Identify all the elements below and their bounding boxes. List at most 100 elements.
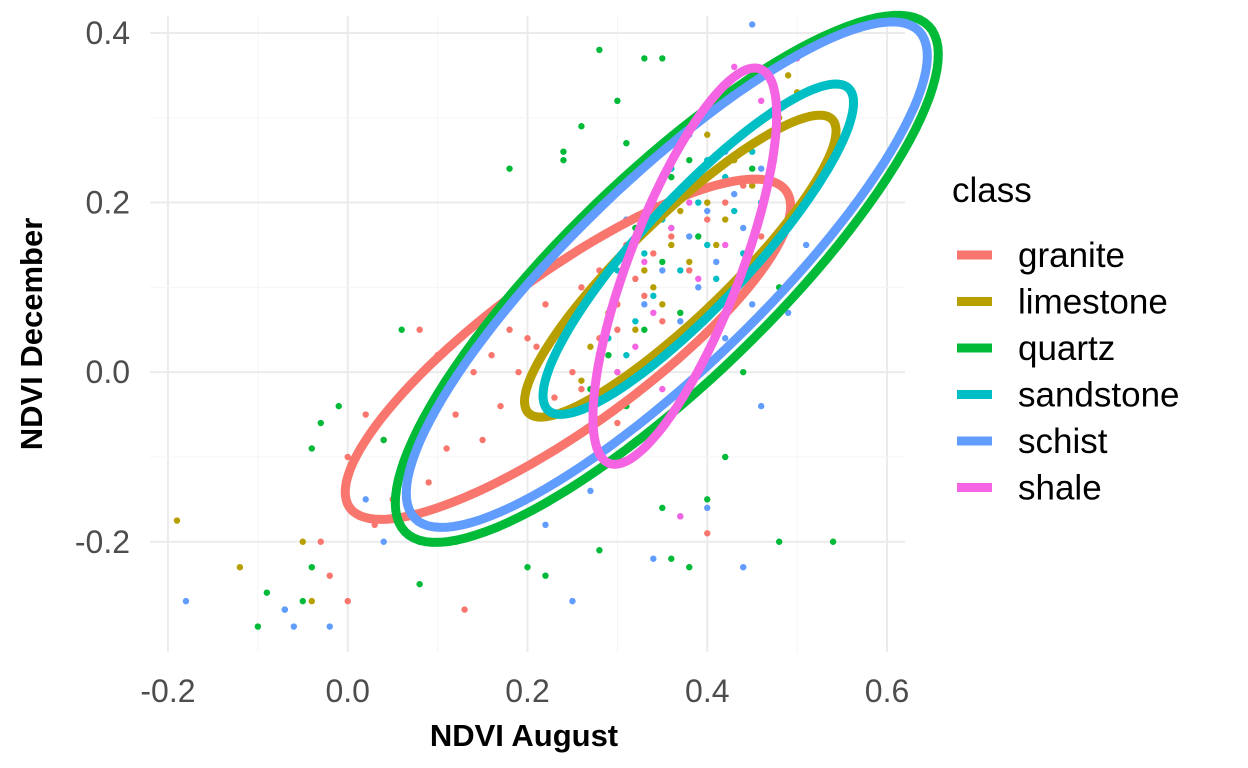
y-axis-title: NDVI December — [14, 218, 49, 451]
schist-point — [784, 309, 792, 316]
quartz-point — [416, 580, 423, 588]
schist-point — [749, 301, 756, 308]
granite-point — [650, 250, 657, 257]
schist-point — [749, 21, 756, 28]
quartz-point — [749, 165, 756, 172]
schist-point — [650, 555, 657, 562]
granite-point — [344, 453, 351, 461]
schist-point — [641, 301, 648, 308]
limestone-point — [650, 284, 657, 291]
limestone-point — [686, 258, 693, 266]
shale-point — [686, 199, 693, 206]
granite-point — [515, 368, 522, 376]
data-points — [173, 21, 837, 630]
granite-point — [416, 326, 423, 333]
schist-point — [740, 224, 747, 232]
quartz-point — [704, 496, 711, 503]
quartz-point — [596, 46, 603, 54]
limestone-point — [578, 377, 585, 384]
shale-point — [722, 241, 729, 249]
y-tick-label: -0.2 — [75, 524, 130, 560]
schist-point — [695, 284, 702, 291]
granite-point — [497, 402, 504, 410]
quartz-point — [254, 623, 262, 630]
confidence-ellipse-outlines — [340, 10, 943, 547]
quartz-point — [829, 538, 837, 545]
quartz-point — [578, 123, 585, 130]
x-axis-title: NDVI August — [430, 718, 618, 753]
granite-point — [668, 233, 675, 240]
shale-point — [757, 97, 765, 105]
quartz-ellipse — [390, 10, 943, 547]
schist-point — [731, 190, 738, 198]
limestone-point — [308, 597, 315, 605]
limestone-point — [677, 207, 684, 215]
schist-point — [686, 233, 693, 240]
granite-point — [578, 284, 585, 291]
limestone-point — [632, 326, 639, 333]
quartz-point — [506, 165, 513, 172]
granite-point — [452, 411, 459, 418]
granite-point — [461, 606, 468, 613]
quartz-point — [596, 547, 603, 554]
granite-point — [632, 275, 639, 283]
limestone-point — [704, 199, 711, 206]
sandstone-point — [641, 250, 648, 257]
shale-point — [659, 385, 666, 393]
schist-point — [740, 564, 747, 571]
quartz-point — [308, 445, 315, 452]
quartz-point — [740, 368, 747, 376]
granite-point — [578, 385, 585, 393]
quartz-point — [380, 436, 387, 444]
sandstone-ellipse — [538, 79, 859, 419]
granite-point — [614, 419, 621, 427]
limestone-point — [236, 564, 244, 571]
schist-legend-label: schist — [1018, 422, 1108, 461]
schist-point — [587, 487, 594, 495]
shale-point — [731, 63, 738, 71]
quartz-point — [263, 589, 271, 596]
granite-point — [425, 479, 432, 486]
granite-legend-label: granite — [1018, 236, 1125, 275]
quartz-point — [623, 140, 630, 147]
limestone-point — [299, 538, 306, 545]
quartz-point — [668, 555, 675, 562]
sandstone-point — [713, 275, 720, 283]
granite-point — [533, 343, 540, 350]
sandstone-point — [731, 207, 738, 215]
quartz-point — [775, 538, 783, 545]
limestone-point — [722, 216, 729, 223]
schist-point — [722, 335, 729, 342]
quartz-point — [317, 419, 324, 427]
granite-point — [722, 199, 729, 206]
sandstone-point — [632, 318, 639, 325]
granite-point — [317, 538, 324, 545]
legend: class granite limestone quartz sandstone sch… — [952, 171, 1180, 508]
quartz-point — [695, 233, 702, 240]
schist-point — [569, 597, 576, 605]
sandstone-point — [650, 292, 657, 300]
schist-point — [281, 606, 289, 613]
schist-point — [542, 521, 549, 528]
quartz-point — [299, 597, 306, 605]
quartz-point — [524, 564, 531, 571]
shale-point — [641, 258, 648, 266]
granite-ellipse — [340, 174, 796, 524]
schist-point — [757, 165, 765, 172]
quartz-point — [605, 352, 612, 359]
x-tick-label: -0.2 — [140, 673, 195, 709]
sandstone-point — [704, 241, 711, 249]
shale-point — [695, 275, 702, 283]
granite-point — [506, 326, 513, 333]
quartz-point — [560, 148, 567, 155]
granite-point — [551, 394, 558, 401]
limestone-point — [713, 241, 720, 249]
granite-point — [488, 352, 495, 359]
quartz-point — [722, 453, 729, 461]
granite-point — [641, 292, 648, 300]
quartz-point — [542, 572, 549, 579]
y-axis-ticks: -0.2 0.0 0.2 0.4 — [75, 15, 130, 560]
quartz-legend-label: quartz — [1018, 329, 1115, 368]
schist-point — [659, 267, 666, 274]
schist-point — [677, 318, 684, 325]
